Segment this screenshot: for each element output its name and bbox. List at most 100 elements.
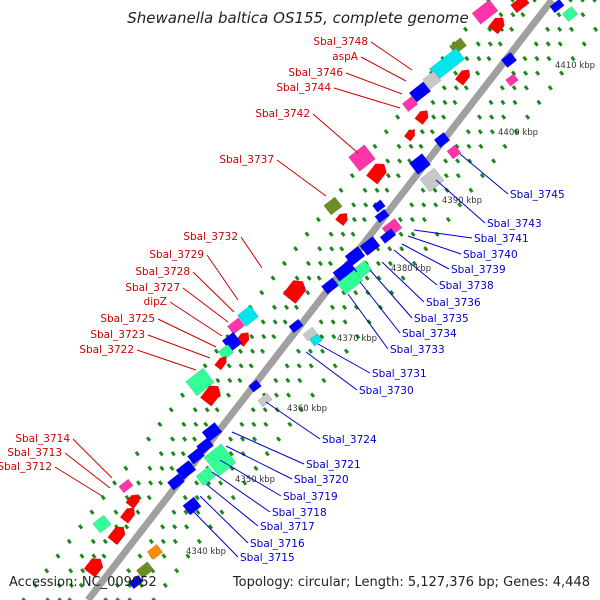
tick-dot [238, 363, 244, 369]
gene-label-minus: Sbal_3721 [306, 459, 361, 471]
tick-dot [252, 436, 258, 442]
tick-dot [432, 187, 438, 193]
tick-dot [580, 12, 586, 18]
leader-line [413, 229, 473, 239]
leader-line [169, 301, 223, 337]
tick-dot [315, 216, 321, 223]
tick-dot [251, 421, 257, 428]
gene-arrow [282, 280, 307, 304]
tick-dot [240, 436, 246, 442]
tick-dot [468, 187, 474, 193]
gene-block [419, 167, 445, 193]
tick-dot [396, 143, 402, 150]
tick-dot [55, 553, 61, 559]
tick-dot [124, 524, 130, 530]
tick-dot [168, 407, 174, 413]
tick-dot [452, 99, 458, 106]
gene-label-plus: Sbal_3714 [15, 433, 70, 445]
leader-line [305, 351, 358, 391]
tick-dot [361, 216, 367, 223]
leader-line [231, 431, 305, 465]
tick-dot [171, 509, 177, 515]
gene-label-plus: Sbal_3744 [276, 82, 331, 94]
tick-dot [193, 421, 199, 428]
tick-dot [170, 436, 176, 442]
gene-label-minus: Sbal_3736 [426, 297, 481, 309]
gene-block [348, 144, 376, 172]
tick-dot [316, 275, 322, 281]
tick-dot [478, 143, 484, 150]
gene-block [167, 473, 185, 491]
tick-dot [395, 114, 401, 120]
tick-dot [270, 275, 276, 281]
tick-dot [185, 553, 191, 559]
tick-dot [283, 304, 289, 310]
tick-dot [353, 304, 359, 310]
tick-dot [454, 143, 460, 150]
gene-block [321, 277, 339, 295]
gene-label-plus: dipZ [144, 296, 167, 308]
tick-dot [463, 26, 469, 32]
tick-dot [202, 363, 208, 369]
tick-dot [204, 407, 210, 413]
tick-dot [91, 553, 97, 559]
tick-dot [477, 129, 483, 135]
tick-dot [338, 187, 344, 193]
gene-block [374, 208, 390, 224]
tick-dot [489, 129, 495, 135]
tick-dot [395, 172, 401, 179]
gene-label-minus: Sbal_3717 [260, 521, 315, 533]
scale-tick-label: 4350 kbp [235, 475, 275, 485]
tick-dot [148, 538, 154, 545]
tick-dot [455, 158, 461, 164]
gene-block [146, 544, 164, 560]
tick-dot [138, 582, 144, 589]
tick-dot [535, 70, 541, 76]
tick-dot [179, 392, 186, 398]
tick-dot [593, 26, 599, 32]
tick-dot [465, 129, 471, 135]
leader-line [359, 281, 401, 334]
tick-dot [273, 377, 279, 384]
tick-dot [101, 553, 107, 559]
gene-block [195, 465, 217, 487]
gene-block [302, 326, 318, 342]
tick-dot [545, 26, 551, 32]
gene-block [549, 0, 565, 14]
tick-dot [327, 260, 333, 267]
tick-dot [409, 202, 415, 208]
tick-dot [321, 377, 327, 384]
tick-dot [570, 55, 576, 62]
tick-dot [387, 246, 393, 252]
gene-label-minus: Sbal_3716 [250, 538, 305, 550]
tick-dot [297, 377, 303, 384]
tick-dot [362, 187, 368, 193]
tick-dot [350, 231, 356, 237]
tick-dot [443, 158, 449, 164]
tick-dot [397, 216, 403, 223]
map-title: Shewanella baltica OS155, complete genom… [127, 9, 469, 27]
gene-label-minus: Sbal_3735 [414, 313, 469, 325]
gene-label-plus: Sbal_3746 [288, 67, 343, 79]
gene-block [288, 318, 304, 334]
leader-line [147, 334, 211, 359]
leader-line [317, 343, 371, 374]
tick-dot [253, 465, 259, 471]
tick-dot [181, 421, 187, 428]
tick-dot [523, 70, 529, 76]
tick-dot [113, 509, 119, 515]
tick-dot [182, 436, 188, 442]
tick-dot [499, 85, 505, 91]
gene-arrow [199, 385, 221, 407]
tick-dot [159, 465, 165, 471]
tick-dot [509, 26, 515, 32]
tick-dot [237, 348, 244, 354]
gene-block [217, 344, 235, 360]
tick-dot [230, 494, 236, 501]
gene-block [237, 305, 259, 327]
leader-line [72, 438, 113, 479]
leader-line [189, 507, 239, 558]
tick-dot [341, 290, 347, 296]
tick-dot [32, 582, 38, 589]
